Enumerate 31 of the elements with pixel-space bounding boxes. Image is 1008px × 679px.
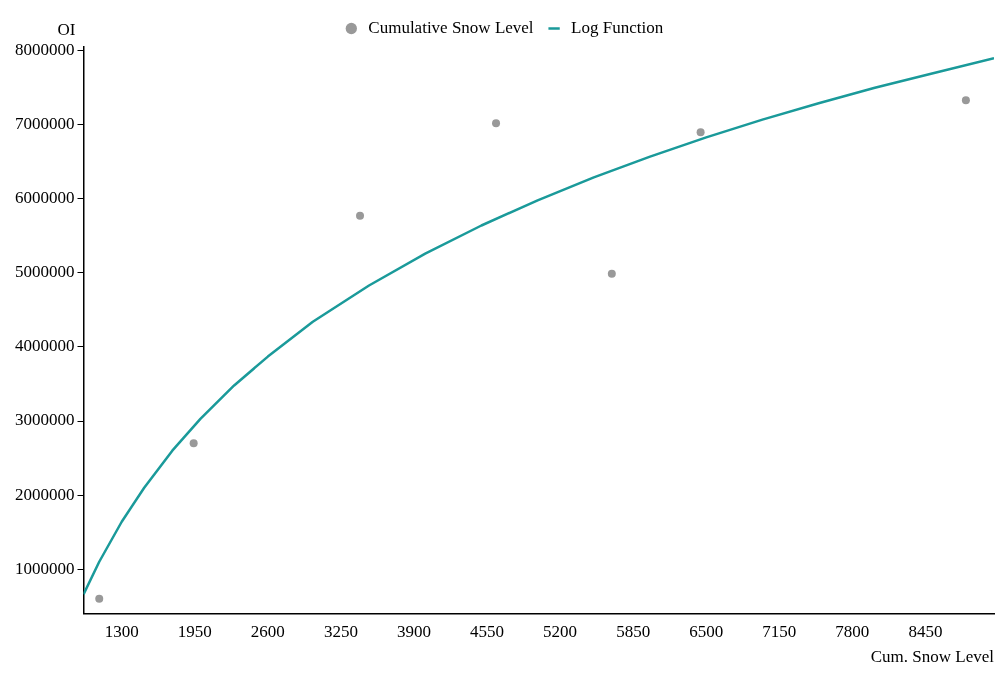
x-tick-label: 1300 bbox=[104, 622, 139, 642]
x-tick-label: 7150 bbox=[762, 622, 797, 642]
y-tick-label: 2000000 bbox=[15, 484, 75, 504]
point bbox=[607, 269, 616, 278]
y-tick-label: 7000000 bbox=[15, 114, 75, 134]
point bbox=[356, 211, 365, 220]
x-tick-label: 5850 bbox=[616, 622, 651, 642]
y-tick-label: 3000000 bbox=[15, 410, 75, 430]
x-tick-label: 6500 bbox=[689, 622, 724, 642]
legend-label: Cumulative Snow Level bbox=[368, 17, 534, 37]
y-tick-label: 8000000 bbox=[15, 40, 75, 60]
y-tick-label: 4000000 bbox=[15, 336, 75, 356]
x-tick-label: 8450 bbox=[908, 622, 943, 642]
point bbox=[95, 594, 104, 603]
y-tick-label: 6000000 bbox=[15, 188, 75, 208]
point bbox=[696, 128, 705, 137]
legend-label: Log Function bbox=[571, 17, 664, 37]
x-tick-label: 7800 bbox=[835, 622, 870, 642]
y-tick-label: 1000000 bbox=[15, 558, 75, 578]
point bbox=[492, 119, 501, 128]
x-tick-label: 4550 bbox=[470, 622, 505, 642]
x-tick-label: 3250 bbox=[323, 622, 358, 642]
x-tick-label: 3900 bbox=[396, 622, 431, 642]
y-axis-title: OI bbox=[57, 19, 76, 39]
x-tick-label: 5200 bbox=[543, 622, 578, 642]
x-tick-label: 1950 bbox=[177, 622, 212, 642]
point bbox=[189, 439, 198, 448]
y-tick-label: 5000000 bbox=[15, 262, 75, 282]
point bbox=[961, 96, 970, 105]
x-tick-label: 2600 bbox=[250, 622, 285, 642]
x-axis-title: Cum. Snow Level bbox=[870, 646, 995, 666]
